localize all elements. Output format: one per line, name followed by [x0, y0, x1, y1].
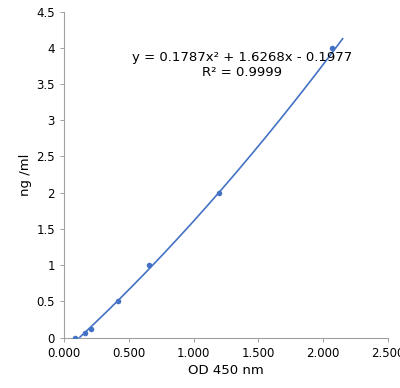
Point: [216, 190, 222, 196]
Point: [88, 326, 94, 332]
Point: [115, 298, 121, 305]
Y-axis label: ng /ml: ng /ml: [19, 153, 32, 196]
Point: [329, 45, 336, 51]
Point: [146, 262, 153, 268]
Point: [82, 330, 88, 336]
Point: [72, 334, 78, 341]
X-axis label: OD 450 nm: OD 450 nm: [188, 364, 264, 377]
Text: y = 0.1787x² + 1.6268x - 0.1977
R² = 0.9999: y = 0.1787x² + 1.6268x - 0.1977 R² = 0.9…: [132, 51, 352, 79]
